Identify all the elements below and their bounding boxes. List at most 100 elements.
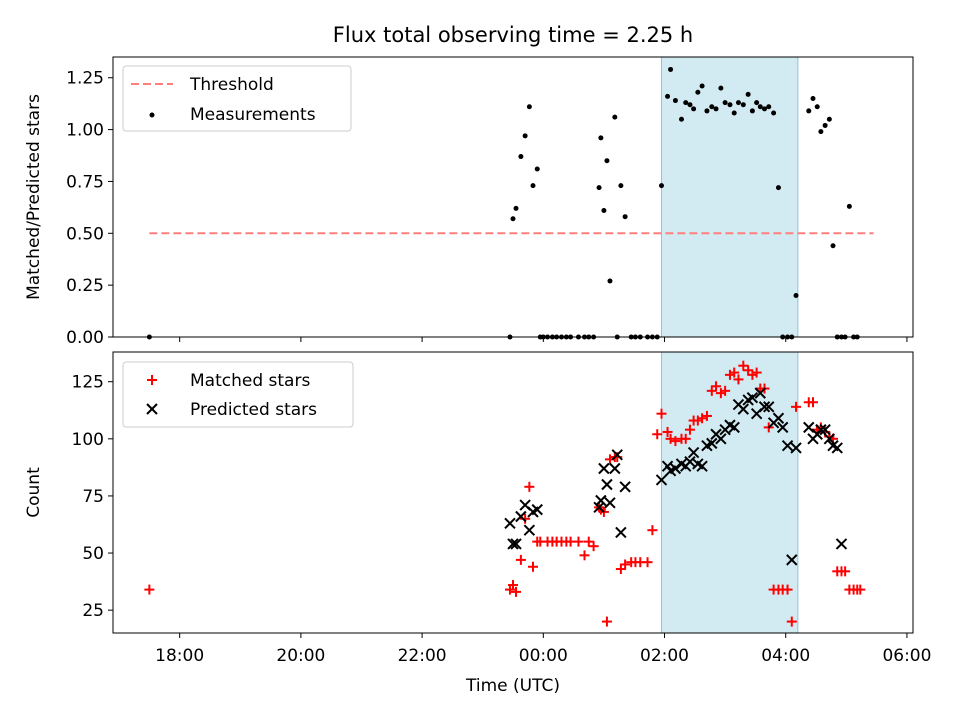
measurement-point [709,104,715,110]
measurement-point [718,85,724,91]
top-ytick-label: 0.50 [66,224,104,244]
matched-point [662,426,673,437]
measurement-point [668,66,674,72]
measurement-point [530,183,536,189]
bottom-ytick-label: 125 [72,373,104,393]
bottom-highlight-span [660,351,799,634]
measurement-point [757,104,763,110]
predicted-legend-label: Predicted stars [190,400,317,420]
top-ytick-label: 0.25 [66,276,104,296]
matched-point [647,525,658,536]
predicted-point [507,538,519,550]
predicted-point [835,538,848,550]
predicted-points [504,387,848,566]
measurement-point [618,183,624,189]
matched-point [144,584,155,595]
measurement-point [749,108,755,114]
matched-point [791,401,802,412]
top-y-label: Matched/Predicted stars [24,94,44,300]
measurement-point [658,183,664,189]
predicted-point [504,517,516,530]
measurement-point [722,100,728,106]
top-ytick-label: 0.75 [66,172,104,192]
predicted-point [815,423,827,436]
top-legend: Threshold Measurements [122,65,352,132]
measurement-point [691,106,697,112]
measurement-point [672,98,678,104]
bottom-legend-box [122,361,354,428]
matched-point [840,566,851,577]
predicted-point [776,421,789,434]
matched-point [652,429,663,440]
bottom-panel: 25 50 75 100 125 18:00 20:00 22:00 00:00 02:00 04… [24,351,931,696]
measurement-point [683,100,689,106]
predicted-point [758,401,771,413]
top-axes-frame [112,56,914,338]
predicted-point [687,446,700,459]
top-highlight-span [660,56,799,338]
matched-legend-label: Matched stars [190,371,310,391]
measurement-point [604,158,610,164]
measurement-point [727,102,733,108]
predicted-point [684,455,696,468]
predicted-point [803,421,815,434]
predicted-point [754,387,766,399]
measurement-point [810,95,816,101]
matched-point [656,408,667,419]
matched-point [808,397,818,408]
measurement-point [806,108,812,114]
predicted-point [737,403,750,415]
predicted-point [531,503,543,516]
measurement-point [740,102,746,108]
bottom-ytick-label: 50 [82,544,104,564]
bottom-y-axis: 25 50 75 100 125 [72,373,113,621]
predicted-point [510,538,522,550]
matched-point [524,481,535,492]
measurement-point [526,104,532,110]
predicted-point [781,439,794,452]
measurement-point [771,110,777,116]
predicted-point [598,462,610,475]
predicted-point [609,462,621,475]
measurement-point [762,106,768,112]
matched-point [711,381,722,392]
matched-point [733,374,744,385]
measurement-point [704,108,710,114]
matched-point [528,561,538,572]
measurement-point [846,203,852,209]
predicted-point [786,554,798,566]
top-y-axis: 0.00 0.25 0.50 0.75 1.00 1.25 [66,69,113,348]
matched-point [782,584,793,595]
threshold-legend-label: Threshold [189,75,274,95]
predicted-point [763,401,775,413]
predicted-point [669,462,682,475]
measurement-point [754,100,760,106]
matched-point [720,385,731,396]
matched-point [515,554,526,565]
top-ytick-label: 0.00 [66,328,104,348]
measurement-point [534,166,540,172]
predicted-point [823,433,836,445]
measurement-point [510,216,516,222]
predicted-point [619,481,631,493]
predicted-legend-swatch [146,403,158,415]
bottom-xtick-label: 04:00 [761,646,810,666]
measurement-point [713,106,719,112]
predicted-point [604,497,616,509]
bottom-xtick-label: 18:00 [155,646,204,666]
predicted-point [611,449,623,461]
predicted-point [696,460,708,472]
measurement-point [622,214,628,220]
measurement-point [766,104,772,110]
top-ytick-label: 1.25 [66,69,104,89]
bottom-xtick-label: 00:00 [519,646,568,666]
predicted-point [523,524,536,536]
matched-point [697,413,708,424]
matched-point [701,410,712,421]
matched-legend-swatch [147,375,157,385]
measurement-point [818,129,824,135]
measurement-point [596,185,602,191]
matched-point [511,586,522,597]
predicted-point [772,412,785,424]
